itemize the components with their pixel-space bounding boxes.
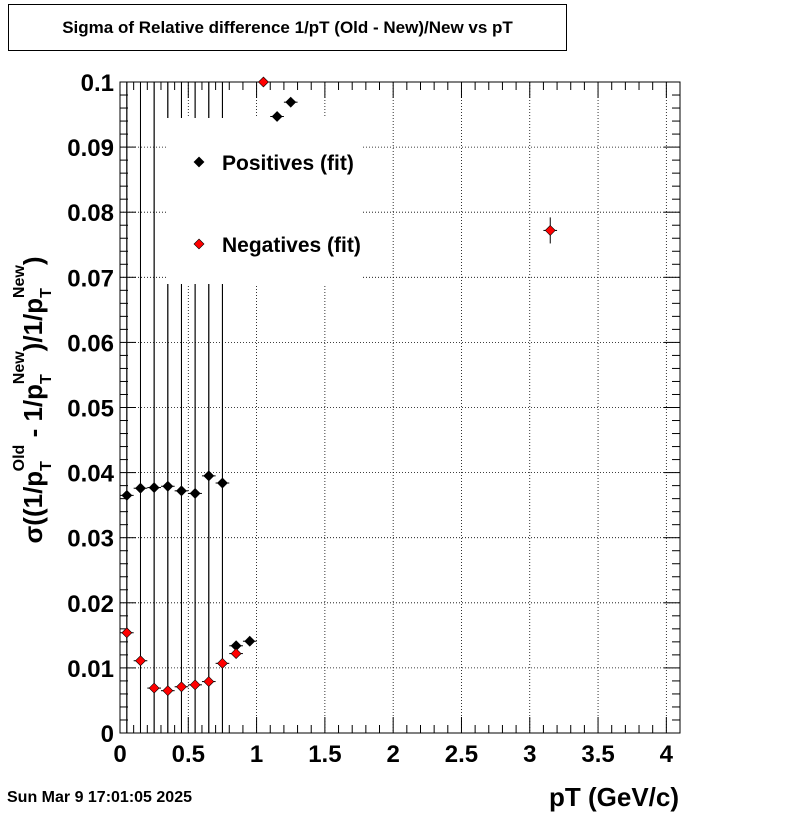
negatives-marker [176, 681, 187, 693]
y-label-mid2: )/1/p [18, 298, 48, 351]
y-tick-labels: 0 0.01 0.02 0.03 0.04 0.05 0.06 0.07 0.08 0.09 0.1 [67, 70, 114, 748]
negatives-marker [135, 655, 146, 667]
negatives-marker [162, 685, 174, 697]
positives-marker [244, 635, 256, 647]
y-tick-label: 0.06 [67, 330, 114, 357]
y-tick-label: 0.07 [67, 265, 114, 292]
y-label-mid: - 1/p [18, 384, 48, 445]
positives-marker [135, 482, 146, 494]
y-label-sub2: T [38, 374, 55, 384]
negatives-marker [544, 225, 556, 236]
chart-title-box: Sigma of Relative difference 1/pT (Old -… [8, 4, 567, 51]
negatives-marker [148, 682, 160, 694]
y-tick-label: 0.05 [67, 396, 114, 423]
x-tick-label: 3.5 [581, 741, 614, 768]
positives-marker [217, 477, 228, 489]
y-label-close: ) [18, 256, 48, 265]
negatives-marker [189, 679, 201, 691]
y-label-sup3: New [11, 265, 28, 298]
positives-marker [285, 96, 297, 108]
positives-marker [203, 470, 215, 482]
axis-ticks [119, 81, 681, 734]
x-tick-label: 4 [660, 741, 674, 768]
y-tick-label: 0.1 [81, 70, 114, 97]
positives-marker [148, 482, 160, 493]
y-tick-label: 0.08 [67, 200, 114, 227]
legend-label: Negatives (fit) [222, 234, 361, 257]
negatives-marker [203, 676, 215, 687]
y-tick-label: 0.09 [67, 135, 114, 162]
legend-label: Positives (fit) [222, 152, 354, 175]
y-label-sub3: T [38, 288, 55, 298]
y-label-sup2: New [11, 351, 28, 384]
y-axis-label: σ((1/pTOld - 1/pTNew)/1/pTNew) [11, 256, 55, 543]
y-label-sup1: Old [11, 445, 28, 472]
x-tick-label: 1.5 [308, 741, 341, 768]
positives-marker [189, 488, 201, 499]
legend-marker [193, 156, 205, 168]
datestamp: Sun Mar 9 17:01:05 2025 [7, 789, 192, 806]
y-tick-label: 0.04 [67, 461, 114, 488]
y-tick-label: 0.01 [67, 656, 114, 683]
positives-marker [271, 111, 283, 122]
y-tick-label: 0.02 [67, 591, 114, 618]
x-axis-label: pT (GeV/c) [549, 782, 679, 812]
legend-background [167, 118, 362, 284]
negatives-marker [217, 657, 228, 669]
y-tick-label: 0 [101, 721, 114, 748]
positives-marker [176, 485, 187, 497]
y-label-sigma: σ [18, 526, 48, 544]
legend-marker [193, 238, 205, 250]
y-label-sub1: T [38, 461, 55, 471]
x-tick-label: 0 [113, 741, 126, 768]
x-tick-label: 2.5 [445, 741, 478, 768]
x-tick-labels: 0 0.5 1 1.5 2 2.5 3 3.5 4 [113, 741, 673, 768]
positives-marker [162, 480, 174, 492]
x-tick-label: 3 [523, 741, 536, 768]
x-tick-label: 0.5 [172, 741, 205, 768]
chart-title: Sigma of Relative difference 1/pT (Old -… [62, 17, 513, 37]
y-tick-label: 0.03 [67, 526, 114, 553]
x-tick-label: 1 [250, 741, 263, 768]
x-tick-label: 2 [386, 741, 399, 768]
legend: Positives (fit) Negatives (fit) [193, 152, 361, 257]
negatives-marker [230, 648, 242, 660]
positives-marker [121, 489, 133, 501]
negatives-marker [121, 627, 133, 639]
y-label-open: ((1/p [18, 471, 48, 526]
data-markers [121, 76, 556, 697]
negatives-marker [257, 76, 269, 88]
